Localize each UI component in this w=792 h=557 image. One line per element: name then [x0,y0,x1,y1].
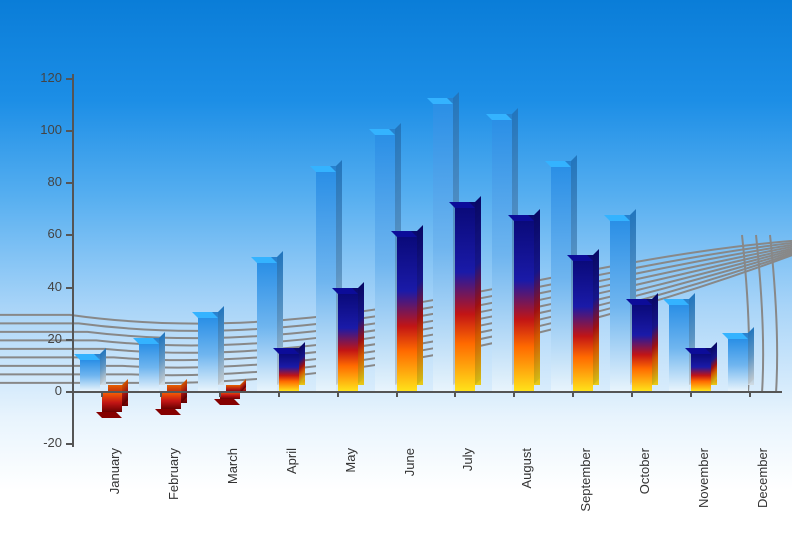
x-axis-category-label: March [225,448,240,538]
bar-series-a-blue [316,172,336,391]
bar-series-a-blue [551,167,571,391]
x-axis-tick-mark [454,391,456,397]
x-axis-tick-mark [572,391,574,397]
bar-face [338,294,358,390]
bar-series-b-fire [514,221,534,390]
x-axis-tick-mark [101,391,103,397]
bar-series-b-fire [338,294,358,390]
bar-side [159,332,165,385]
bar-series-a-blue [80,360,100,391]
x-axis-tick-mark [690,391,692,397]
y-axis-tick-mark [66,78,72,80]
x-axis-category-label: October [637,448,652,538]
x-axis-category-label: August [519,448,534,538]
bar-series-a-blue [375,135,395,391]
bar-side [748,327,754,385]
y-axis-tick-label: -20 [26,435,62,450]
y-axis-tick-mark [66,234,72,236]
bar-series-b-fire [279,354,299,391]
y-axis-tick-mark [66,391,72,393]
x-axis-category-label: February [166,448,181,538]
bar-series-a-blue [492,120,512,391]
y-axis-tick-mark [66,443,72,445]
bar-side [593,249,599,385]
y-axis-tick-label: 60 [26,226,62,241]
y-axis-tick-label: 40 [26,279,62,294]
bar-series-b-fire [691,354,711,391]
bar-series-a-blue [728,339,748,391]
x-axis-tick-mark [160,391,162,397]
bar-face [551,167,571,391]
x-axis-tick-mark [219,391,221,397]
bar-face [433,104,453,391]
y-axis-tick-mark [66,182,72,184]
y-axis-tick-label: 120 [26,70,62,85]
x-axis-tick-mark [513,391,515,397]
x-axis-tick-mark [278,391,280,397]
x-axis-category-label: April [284,448,299,538]
bar-face [728,339,748,391]
bar-face [316,172,336,391]
bar-series-b-fire [102,391,122,412]
bar-face [102,391,122,412]
bar-side [475,196,481,385]
y-axis-tick-mark [66,339,72,341]
bar-series-a-blue [257,263,277,391]
x-axis-category-label: July [460,448,475,538]
y-axis-tick-mark [66,287,72,289]
bar-face [492,120,512,391]
bar-face [455,208,475,391]
bar-side [218,306,224,385]
bar-side [358,282,364,384]
bar-face [139,344,159,391]
bar-side [534,209,540,384]
y-axis-tick-label: 20 [26,331,62,346]
bar-face [257,263,277,391]
bar-top [96,412,122,418]
bar-face [397,237,417,391]
bar-series-b-fire [455,208,475,391]
bar-series-b-fire [161,391,181,409]
bar-face [161,391,181,409]
x-axis-category-label: June [402,448,417,538]
x-axis-line [68,391,782,393]
bar-side [652,293,658,385]
x-axis-tick-mark [396,391,398,397]
x-axis-category-label: December [755,448,770,538]
y-axis-tick-mark [66,130,72,132]
bar-face [80,360,100,391]
x-axis-tick-mark [337,391,339,397]
x-axis-category-label: September [578,448,593,538]
x-axis-category-label: November [696,448,711,538]
y-axis-tick-label: 0 [26,383,62,398]
y-axis-tick-label: 80 [26,174,62,189]
bar-side [299,342,305,385]
bar-side [100,348,106,385]
bar-series-b-fire [573,261,593,391]
bar-series-a-blue [433,104,453,391]
bar-face [514,221,534,390]
bar-series-b-fire [397,237,417,391]
x-axis-tick-mark [631,391,633,397]
bar-face [279,354,299,391]
bar-series-a-blue [139,344,159,391]
bar-series-a-blue [198,318,218,391]
bar-face [198,318,218,391]
bar-series-a-blue [610,221,630,390]
bar-face [610,221,630,390]
bar-top [155,409,181,415]
bar-face [375,135,395,391]
bar-series-b-fire [632,305,652,391]
x-axis-category-label: January [107,448,122,538]
bar-face [691,354,711,391]
bar-top [214,399,240,405]
bar-side [711,342,717,385]
x-axis-tick-mark [749,391,751,397]
chart-canvas: -20 0 20 40 60 80 100 120 January February March A… [0,0,792,557]
x-axis-category-label: May [343,448,358,538]
bar-side [417,225,423,385]
y-axis-tick-label: 100 [26,122,62,137]
bar-face [573,261,593,391]
bar-face [632,305,652,391]
